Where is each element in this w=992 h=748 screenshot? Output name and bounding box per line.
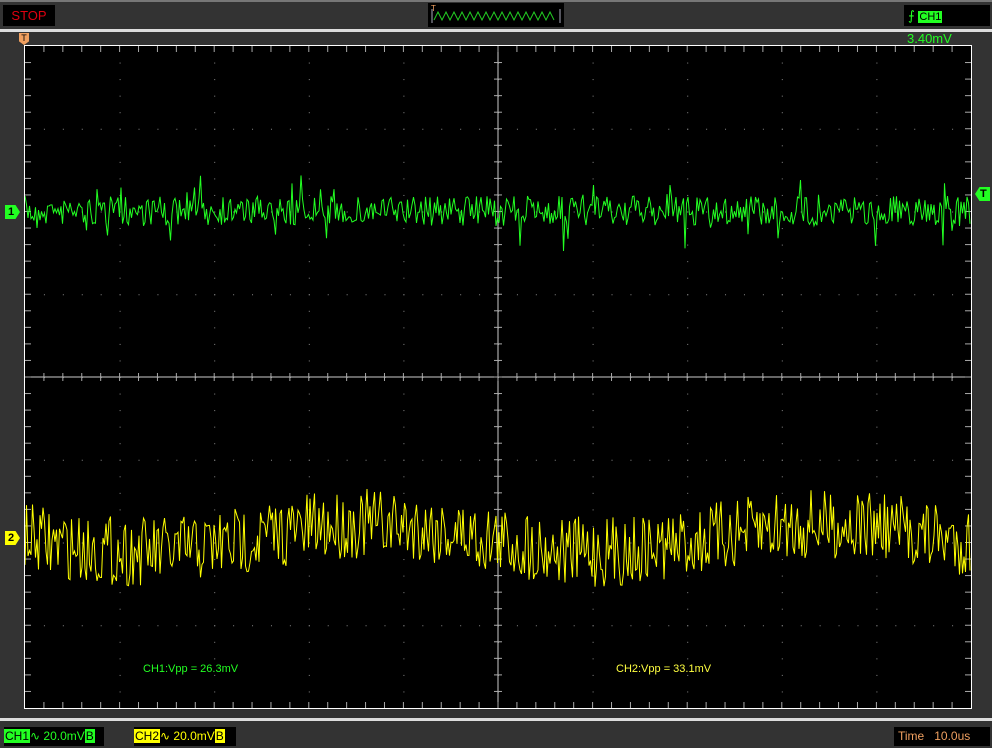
ch1-vpp-measurement: CH1:Vpp = 26.3mV	[143, 663, 239, 675]
svg-text:T: T	[431, 4, 436, 13]
ch2-settings[interactable]: CH2∿ 20.0mVB	[134, 727, 236, 746]
run-status[interactable]: STOP	[3, 5, 55, 26]
scope-grid	[24, 46, 971, 708]
trigger-level-marker[interactable]: T	[975, 187, 990, 201]
overview-wave	[433, 10, 555, 22]
trigger-position-marker[interactable]: T	[19, 33, 29, 45]
ch2-level-marker[interactable]: 2	[5, 531, 20, 545]
ch1-trace	[24, 175, 971, 251]
trigger-level: 3.40mV	[907, 31, 952, 46]
ch1-level-marker[interactable]: 1	[5, 205, 20, 219]
ch2-vpp-measurement: CH2:Vpp = 33.1mV	[616, 663, 712, 675]
rising-edge-icon: ⨍	[908, 8, 915, 23]
ch2-trace	[24, 488, 971, 587]
trigger-channel: CH1	[918, 11, 943, 23]
waveform-overview[interactable]: T	[428, 3, 564, 27]
ch1-settings[interactable]: CH1∿ 20.0mVB	[4, 727, 104, 746]
divider	[0, 718, 992, 721]
top-border	[0, 0, 992, 2]
overview-trace: T	[431, 4, 561, 23]
divider	[0, 29, 992, 32]
timebase-settings[interactable]: Time 10.0us	[894, 727, 990, 746]
scope-display[interactable]: CH1:Vpp = 26.3mV CH2:Vpp = 33.1mV	[24, 45, 972, 709]
trigger-info[interactable]: ⨍ CH1 3.40mV	[904, 5, 990, 46]
